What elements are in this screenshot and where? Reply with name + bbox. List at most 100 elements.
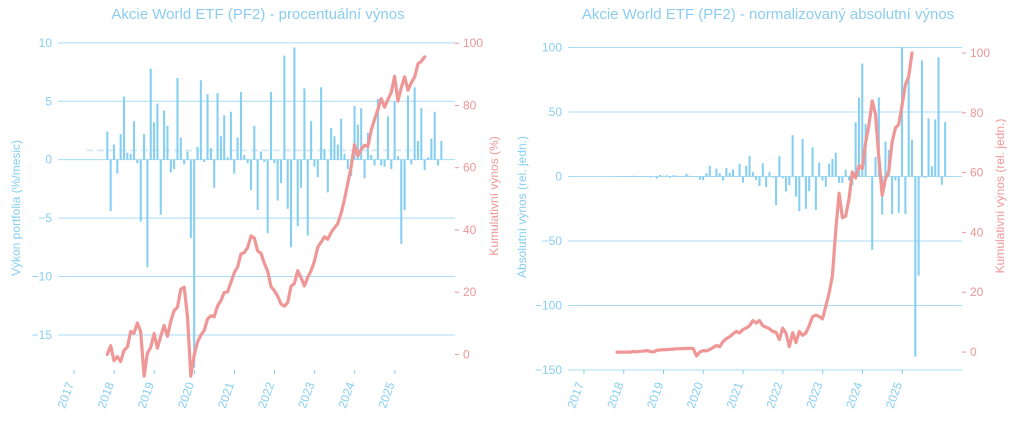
bar [396,156,399,160]
bar [206,94,209,160]
bar [386,116,389,160]
bar [126,152,129,160]
bar [410,159,413,165]
bar [259,151,263,160]
bar [343,153,346,160]
x-tick-label: 2018 [604,380,626,410]
bar [828,163,831,177]
bar [376,98,379,160]
y-tick-label: −150 [535,363,562,377]
bar [907,75,910,177]
bar [874,156,877,177]
y-tick-label: 0 [45,153,52,167]
bar [193,159,196,368]
bar [106,131,109,160]
bar [920,60,923,177]
bar [393,101,396,160]
bar [263,159,266,163]
x-tick-label: 2017 [55,380,77,410]
bar [821,176,824,181]
bar [173,159,176,170]
bar [336,144,339,160]
bar [708,165,711,177]
bar [266,159,269,234]
x-tick-label: 2025 [883,380,905,410]
bar [169,159,172,173]
x-tick-label: 2018 [95,380,117,410]
x-tick-label: 2021 [215,380,237,410]
y-axis-label: Absolutní výnos (rel. jedn.) [515,136,529,278]
bar [119,133,122,160]
bar [293,47,296,160]
x-tick-label: 2023 [803,380,825,410]
bar [176,77,179,160]
y-tick-label: 5 [45,94,52,108]
bar [718,173,721,177]
bar [635,176,638,177]
bar [891,176,894,215]
bar [236,137,239,160]
x-tick-label: 2020 [175,380,197,410]
bar [440,140,443,160]
bar [253,125,256,160]
y-tick-label: −15 [32,328,53,342]
bar [156,103,159,160]
bar [619,176,622,178]
bar [436,159,440,166]
bar [818,162,821,177]
y-axis-label: Výkon portfolia (%/mesic) [9,140,23,276]
bar [290,159,293,248]
bar [370,155,373,160]
bar [246,159,249,164]
bar [166,125,169,160]
bar [239,91,242,160]
bar [857,97,860,177]
bar [196,146,199,160]
y2-tick-label: 60 [463,161,477,175]
bar [346,159,349,170]
y2-tick-label: 0 [970,345,977,359]
bar [433,111,436,160]
bar [927,118,930,177]
x-tick-label: 2020 [684,380,706,410]
bar [924,176,927,178]
bar [914,176,917,357]
bar [705,173,708,177]
bar [383,159,386,167]
y2-axis-label: Kumulativní výnos (rel. jedn.) [993,119,1007,274]
bar [153,122,156,160]
bar [622,176,625,177]
cumulative-line [615,51,914,358]
x-tick-label: 2023 [295,380,317,410]
bar [811,147,814,177]
bar [775,176,778,206]
bar [854,122,857,177]
x-tick-label: 2025 [375,380,397,410]
bar [306,159,309,236]
bar [400,159,403,244]
bar [373,159,376,166]
bar [353,105,356,160]
y-tick-label: 0 [555,169,562,183]
bar [838,176,841,183]
chart-percent-returns: Akcie World ETF (PF2) - procentuální výn… [9,6,501,410]
bar [112,144,116,160]
bar [655,176,658,179]
y2-tick-label: 20 [970,285,984,299]
bar [934,119,937,177]
bar [330,128,333,160]
y-tick-label: −5 [38,211,52,225]
bar [226,157,229,160]
bar [276,159,279,201]
bar [755,176,758,180]
bar [615,176,618,177]
y2-tick-label: 80 [970,106,984,120]
bar [136,159,139,164]
bar [871,176,874,250]
bar [406,95,409,160]
bar [801,139,804,177]
bar [675,175,678,177]
bar [116,159,119,174]
bar [897,176,900,213]
